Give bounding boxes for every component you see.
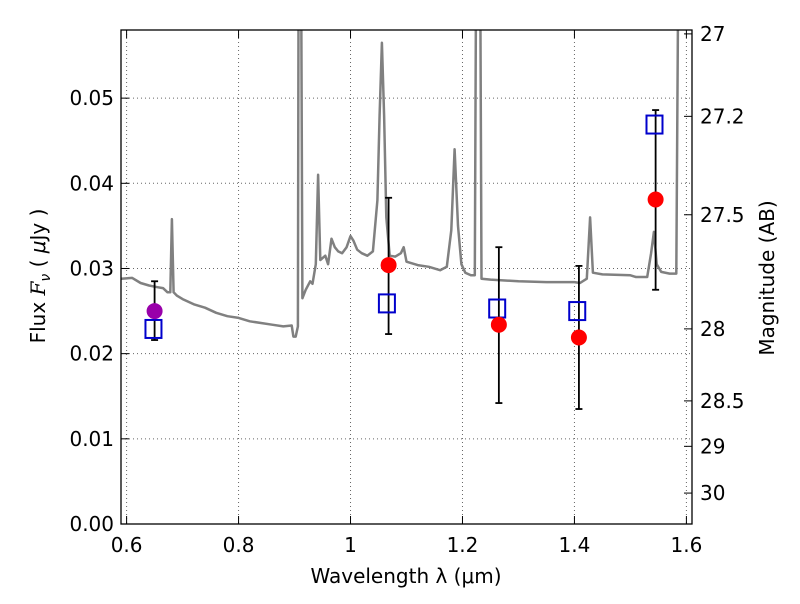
plot-frame xyxy=(120,29,693,525)
y-tick-label-right: 28 xyxy=(700,317,725,341)
tick-labels: 0.6 0.8 1 1.2 1.4 1.6 0.00 0.01 0.02 0.03 0.04 0.05… xyxy=(69,22,744,557)
grid-lines xyxy=(121,30,692,524)
model-spectrum xyxy=(121,30,680,338)
y-tick-label-right: 29 xyxy=(700,434,725,458)
model-spectrum-line xyxy=(121,30,680,338)
model-band-square xyxy=(568,301,587,322)
y-tick-label-left: 0.03 xyxy=(69,256,114,280)
y-tick-label-right: 27.2 xyxy=(700,104,745,128)
x-tick-label: 1.2 xyxy=(447,533,479,557)
ylabel-nu-subscript: ν xyxy=(38,274,54,282)
observed-flux-point xyxy=(490,316,507,333)
x-tick-label: 0.8 xyxy=(223,533,255,557)
ylabel-f-symbol: F xyxy=(26,280,50,296)
x-tick-label: 1.4 xyxy=(559,533,591,557)
y-axis-title-left: Flux Fν ( μJy ) xyxy=(26,209,54,344)
model-band-square xyxy=(377,293,396,314)
axes xyxy=(120,29,693,525)
y-tick-label-left: 0.02 xyxy=(69,342,114,366)
ylabel-mu-symbol: μ xyxy=(26,240,50,254)
y-tick-label-right: 27.5 xyxy=(700,203,745,227)
y-tick-label-left: 0.04 xyxy=(69,171,114,195)
y-tick-label-left: 0.01 xyxy=(69,427,114,451)
y-tick-label-left: 0.05 xyxy=(69,86,114,110)
y-tick-label-right: 27 xyxy=(700,22,725,46)
data-points xyxy=(144,114,664,346)
y-tick-label-left: 0.00 xyxy=(69,512,114,536)
y-axis-title-right: Magnitude (AB) xyxy=(755,200,779,355)
x-tick-label: 1 xyxy=(344,533,357,557)
model-band-square xyxy=(144,318,163,339)
y-tick-label-right: 28.5 xyxy=(700,389,745,413)
model-band-square xyxy=(645,114,664,135)
ylabel-open-paren: ( xyxy=(26,253,50,274)
x-tick-label: 0.6 xyxy=(111,533,143,557)
ylabel-flux: Flux xyxy=(26,295,50,343)
observed-flux-point xyxy=(647,191,664,208)
observed-flux-point xyxy=(380,257,397,274)
ylabel-unit: Jy ) xyxy=(26,209,50,243)
y-tick-label-right: 30 xyxy=(700,481,725,505)
x-axis-title: Wavelength λ (μm) xyxy=(310,564,501,588)
model-band-square xyxy=(488,298,507,319)
observed-flux-point xyxy=(146,303,163,320)
observed-flux-point xyxy=(570,329,587,346)
x-tick-label: 1.6 xyxy=(670,533,702,557)
